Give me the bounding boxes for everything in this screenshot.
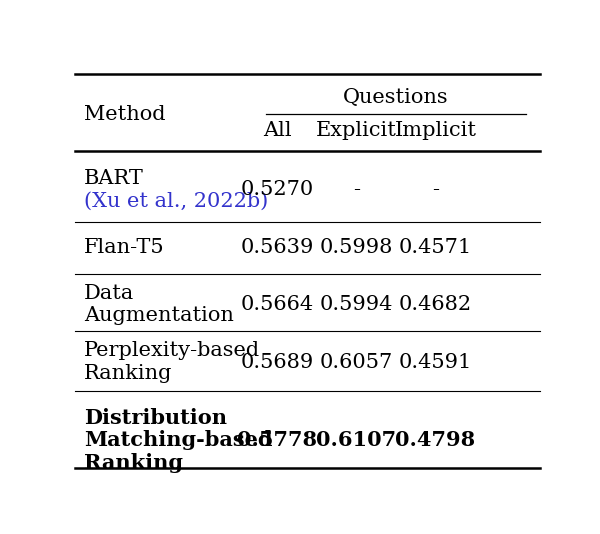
Text: Ranking: Ranking: [84, 453, 184, 473]
Text: 0.5998: 0.5998: [320, 238, 393, 256]
Text: Distribution: Distribution: [84, 407, 227, 428]
Text: 0.4798: 0.4798: [395, 430, 475, 450]
Text: 0.6107: 0.6107: [316, 430, 397, 450]
Text: 0.5664: 0.5664: [241, 295, 314, 314]
Text: Questions: Questions: [343, 88, 449, 107]
Text: 0.5778: 0.5778: [237, 430, 317, 450]
Text: Explicit: Explicit: [316, 121, 397, 140]
Text: 0.5994: 0.5994: [320, 295, 393, 314]
Text: 0.6057: 0.6057: [320, 352, 393, 372]
Text: Data: Data: [84, 284, 134, 303]
Text: Method: Method: [84, 105, 166, 124]
Text: 0.4571: 0.4571: [399, 238, 472, 256]
Text: 0.5639: 0.5639: [241, 238, 314, 256]
Text: All: All: [263, 121, 292, 140]
Text: Augmentation: Augmentation: [84, 307, 234, 325]
Text: 0.5270: 0.5270: [241, 180, 314, 199]
Text: (Xu et al., 2022b): (Xu et al., 2022b): [84, 191, 269, 210]
Text: BART: BART: [84, 169, 144, 187]
Text: Matching-based: Matching-based: [84, 430, 273, 450]
Text: -: -: [353, 180, 360, 199]
Text: 0.4591: 0.4591: [398, 352, 472, 372]
Text: Ranking: Ranking: [84, 364, 173, 383]
Text: 0.5689: 0.5689: [241, 352, 314, 372]
Text: 0.4682: 0.4682: [399, 295, 472, 314]
Text: Flan-T5: Flan-T5: [84, 238, 165, 256]
Text: Implicit: Implicit: [394, 121, 476, 140]
Text: Perplexity-based: Perplexity-based: [84, 341, 260, 360]
Text: -: -: [432, 180, 439, 199]
